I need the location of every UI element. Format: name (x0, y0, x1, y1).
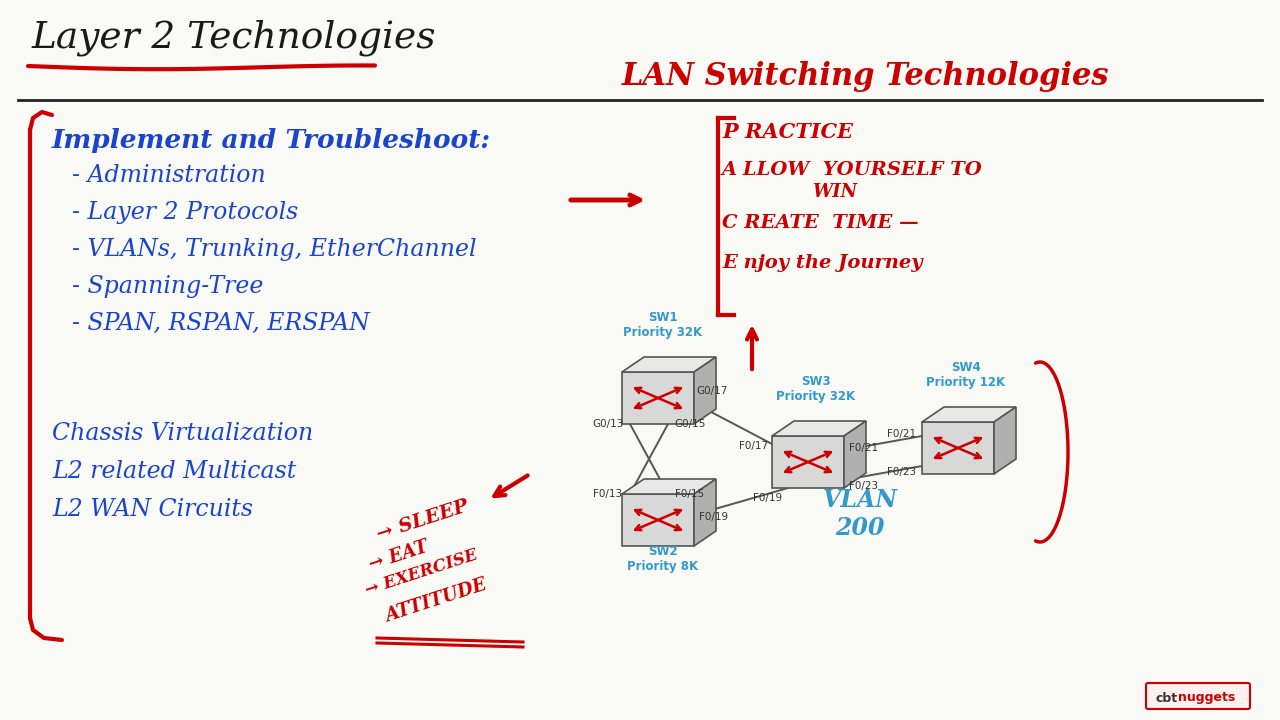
Polygon shape (922, 422, 995, 474)
Text: F0/21: F0/21 (850, 443, 878, 453)
Text: G0/15: G0/15 (675, 419, 705, 429)
Text: L2 related Multicast: L2 related Multicast (52, 460, 296, 483)
Text: G0/17: G0/17 (696, 386, 728, 396)
Text: → EXERCISE: → EXERCISE (364, 546, 480, 599)
Text: A LLOW  YOURSELF TO: A LLOW YOURSELF TO (722, 161, 983, 179)
Text: Layer 2 Technologies: Layer 2 Technologies (32, 20, 436, 56)
Text: - Administration: - Administration (72, 164, 266, 187)
FancyBboxPatch shape (1146, 683, 1251, 709)
Text: F0/19: F0/19 (754, 493, 782, 503)
Polygon shape (772, 436, 844, 488)
Text: → EAT: → EAT (367, 538, 431, 574)
Text: ATTITUDE: ATTITUDE (383, 576, 489, 626)
Polygon shape (622, 494, 694, 546)
Text: F0/21: F0/21 (887, 429, 916, 439)
Text: F0/23: F0/23 (850, 481, 878, 491)
Text: cbt: cbt (1155, 691, 1178, 704)
Text: F0/19: F0/19 (699, 512, 728, 522)
Text: - Layer 2 Protocols: - Layer 2 Protocols (72, 201, 298, 224)
Text: WIN: WIN (812, 183, 858, 201)
Text: F0/13: F0/13 (594, 489, 622, 499)
Text: nuggets: nuggets (1178, 691, 1235, 704)
Text: - VLANs, Trunking, EtherChannel: - VLANs, Trunking, EtherChannel (72, 238, 476, 261)
Text: SW2
Priority 8K: SW2 Priority 8K (627, 545, 699, 573)
Text: C REATE  TIME —: C REATE TIME — (722, 214, 919, 232)
Polygon shape (922, 407, 1016, 422)
Polygon shape (844, 421, 867, 488)
Text: SW1
Priority 32K: SW1 Priority 32K (623, 311, 703, 339)
Text: Chassis Virtualization: Chassis Virtualization (52, 422, 314, 445)
Polygon shape (772, 421, 867, 436)
Text: F0/23: F0/23 (887, 467, 916, 477)
Text: L2 WAN Circuits: L2 WAN Circuits (52, 498, 253, 521)
Polygon shape (995, 407, 1016, 474)
Polygon shape (622, 372, 694, 424)
Text: VLAN
200: VLAN 200 (823, 488, 897, 540)
Text: P RACTICE: P RACTICE (722, 122, 852, 142)
Text: → SLEEP: → SLEEP (375, 498, 471, 544)
Text: F0/15: F0/15 (676, 489, 704, 499)
Text: SW3
Priority 32K: SW3 Priority 32K (777, 375, 855, 403)
Polygon shape (622, 357, 716, 372)
Text: LAN Switching Technologies: LAN Switching Technologies (622, 61, 1110, 92)
Text: - SPAN, RSPAN, ERSPAN: - SPAN, RSPAN, ERSPAN (72, 312, 370, 335)
Text: - Spanning-Tree: - Spanning-Tree (72, 275, 264, 298)
Polygon shape (694, 357, 716, 424)
Text: F0/17: F0/17 (740, 441, 768, 451)
Text: G0/13: G0/13 (593, 419, 623, 429)
Polygon shape (622, 479, 716, 494)
Text: Implement and Troubleshoot:: Implement and Troubleshoot: (52, 128, 492, 153)
Text: SW4
Priority 12K: SW4 Priority 12K (927, 361, 1006, 389)
Polygon shape (694, 479, 716, 546)
Text: E njoy the Journey: E njoy the Journey (722, 254, 923, 272)
